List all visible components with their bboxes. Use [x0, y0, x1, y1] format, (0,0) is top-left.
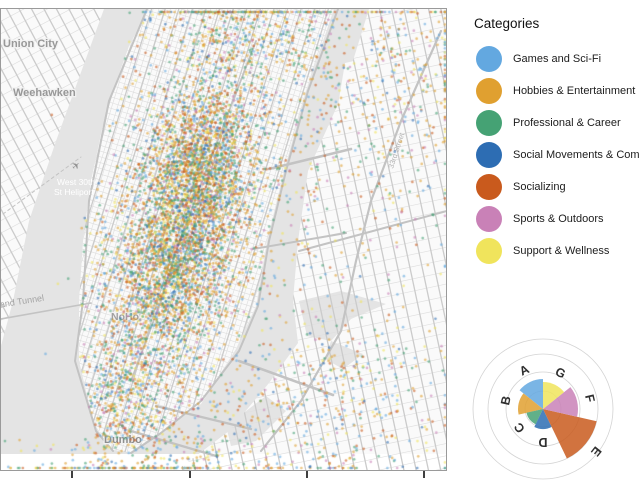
legend-item: Social Movements & Community — [470, 139, 640, 171]
category-label: Hobbies & Entertainment — [513, 85, 636, 97]
category-swatch-pink — [476, 206, 502, 232]
rose-wedge-A — [519, 379, 543, 409]
rose-ring — [472, 338, 614, 480]
axis-tick — [423, 471, 425, 478]
axis-tick — [189, 471, 191, 478]
category-swatch-yellow — [476, 238, 502, 264]
category-label: Support & Wellness — [513, 245, 610, 257]
rose-chart: A B CD E F G — [472, 338, 614, 480]
category-label: Socializing — [513, 181, 566, 193]
rose-wedge-C — [526, 409, 543, 425]
category-label: Professional & Career — [513, 117, 621, 129]
rose-wedge-E — [543, 409, 597, 459]
rose-wedge-D — [534, 409, 552, 429]
category-label: Games and Sci-Fi — [513, 53, 602, 65]
category-label: Sports & Outdoors — [513, 213, 604, 225]
legend-item: Games and Sci-Fi — [470, 43, 640, 75]
scatter-layer — [1, 9, 446, 470]
rose-label-B: B — [498, 395, 514, 407]
rose-label-D: D — [538, 435, 547, 449]
rose-label-F: F — [582, 393, 597, 404]
category-swatch-lightblue — [476, 46, 502, 72]
rose-wedge-G — [543, 382, 565, 409]
legend-item: Socializing — [470, 171, 640, 203]
category-swatch-rust — [476, 174, 502, 200]
rose-ring — [487, 353, 599, 465]
axis-tick — [71, 471, 73, 478]
rose-label-C: C — [511, 420, 528, 436]
legend-title: Categories — [474, 16, 540, 31]
legend-item: Support & Wellness — [470, 235, 640, 267]
rose-label-G: G — [553, 365, 568, 382]
legend-item: Sports & Outdoors — [470, 203, 640, 235]
rose-ring — [505, 371, 581, 447]
rose-label-E: E — [588, 444, 604, 459]
legend: Categories Games and Sci-Fi Hobbies & Ent… — [470, 16, 640, 267]
axis-tick — [306, 471, 308, 478]
rose-wedge-B — [518, 393, 543, 415]
legend-items: Games and Sci-Fi Hobbies & Entertainment P… — [470, 43, 640, 267]
x-axis — [0, 470, 447, 480]
category-swatch-darkblue — [476, 142, 502, 168]
rose-wedge-F — [543, 387, 578, 417]
map-panel: ✈Union CityWeehawkenNoHoDumboHolland Tun… — [0, 8, 447, 471]
category-swatch-green — [476, 110, 502, 136]
category-label: Social Movements & Community — [513, 149, 640, 161]
rose-label-A: A — [517, 362, 531, 379]
legend-item: Professional & Career — [470, 107, 640, 139]
category-swatch-gold — [476, 78, 502, 104]
legend-item: Hobbies & Entertainment — [470, 75, 640, 107]
